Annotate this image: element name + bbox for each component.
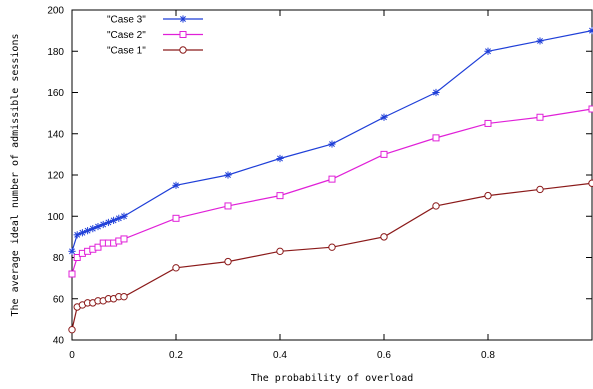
- series-markers: [68, 27, 593, 334]
- legend-label: "Case 3": [107, 15, 146, 26]
- data-point-circle: [380, 233, 388, 241]
- data-point-square: [120, 235, 128, 243]
- data-point-asterisk: [328, 140, 336, 148]
- data-point-square: [484, 119, 492, 127]
- data-point-circle: [120, 292, 128, 301]
- x-tick-label: 0.2: [169, 350, 183, 361]
- x-tick-label: 0.8: [481, 350, 495, 361]
- data-point-circle: [224, 257, 232, 266]
- y-tick-label: 60: [53, 294, 65, 305]
- data-point-asterisk: [588, 27, 593, 35]
- y-tick-label: 180: [47, 47, 64, 58]
- data-point-square: [68, 270, 76, 278]
- y-axis-title: The average ideal number of admissible s…: [10, 34, 21, 317]
- data-point-asterisk: [484, 47, 492, 55]
- series-line-3: [71, 182, 593, 330]
- data-point-square: [172, 214, 180, 222]
- y-tick-label: 140: [47, 129, 64, 140]
- x-tick-label: 0: [69, 350, 75, 361]
- legend-label: "Case 1": [107, 46, 146, 57]
- data-point-square: [432, 134, 440, 142]
- data-point-circle: [536, 185, 544, 194]
- data-point-square: [328, 175, 336, 183]
- data-point-square: [224, 202, 232, 210]
- y-tick-label: 160: [47, 88, 64, 99]
- y-tick-label: 100: [47, 212, 64, 223]
- y-tick-label: 200: [47, 6, 64, 17]
- legend-label: "Case 2": [107, 30, 146, 41]
- data-point-circle: [68, 325, 76, 334]
- data-point-square: [588, 105, 593, 113]
- data-point-circle: [276, 247, 284, 256]
- data-point-square: [276, 192, 284, 200]
- x-tick-label: 0.4: [273, 350, 287, 361]
- x-tick-label: 0.6: [377, 350, 391, 361]
- data-point-circle: [172, 264, 180, 272]
- data-point-circle: [432, 202, 440, 210]
- data-point-asterisk: [179, 15, 187, 23]
- y-tick-label: 80: [53, 253, 65, 264]
- axis-ticks: [71, 9, 592, 341]
- data-point-square: [179, 31, 187, 38]
- data-point-asterisk: [68, 247, 76, 255]
- data-point-asterisk: [536, 37, 544, 45]
- data-point-circle: [179, 46, 187, 54]
- data-point-asterisk: [380, 113, 388, 121]
- data-point-circle: [328, 243, 336, 251]
- data-point-asterisk: [276, 154, 284, 163]
- data-point-square: [73, 254, 81, 261]
- y-tick-label: 120: [47, 171, 64, 182]
- data-point-circle: [588, 179, 593, 187]
- data-point-asterisk: [172, 181, 180, 189]
- data-point-square: [94, 243, 102, 251]
- data-point-asterisk: [224, 171, 232, 179]
- x-axis-title: The probability of overload: [251, 373, 414, 384]
- legend: "Case 3" "Case 2" "Case 1": [107, 15, 203, 57]
- data-point-circle: [484, 191, 492, 200]
- data-point-asterisk: [432, 88, 440, 97]
- tick-labels: 40 60 80 100 120 140 160 180 200 0 0.2 0.4 0.6 0.8: [47, 6, 495, 362]
- data-point-square: [380, 150, 388, 158]
- y-tick-label: 40: [53, 336, 65, 347]
- data-point-square: [536, 113, 544, 121]
- data-point-asterisk: [120, 212, 128, 220]
- plot-frame: [71, 9, 593, 341]
